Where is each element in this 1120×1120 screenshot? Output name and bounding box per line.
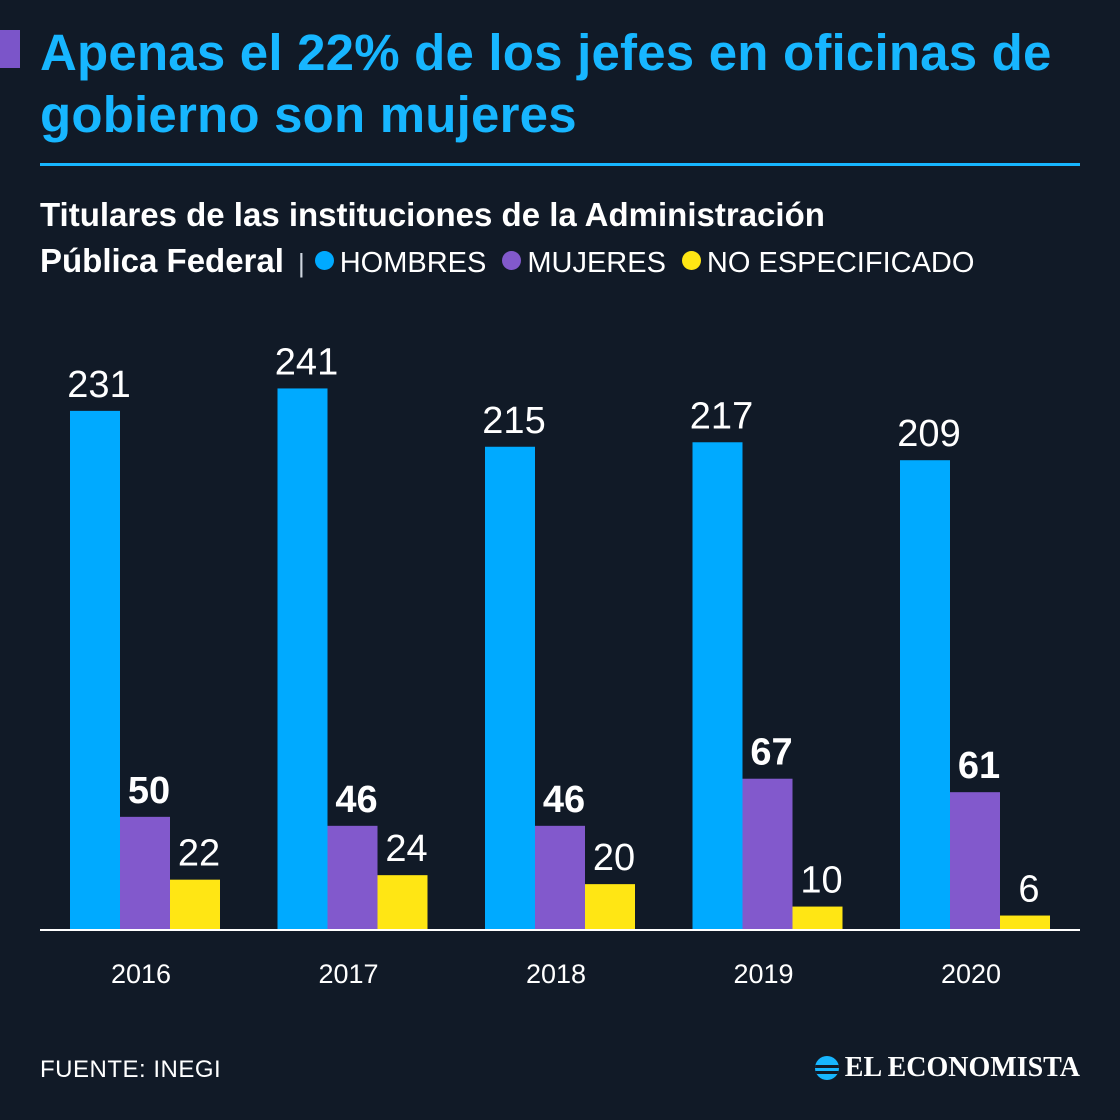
data-label-hombres-2018: 215 (482, 400, 545, 442)
bar-mujeres-2016 (120, 816, 170, 929)
bar-no-especificado-2016 (170, 879, 220, 929)
bar-hombres-2018 (485, 446, 535, 929)
subtitle-line-2-row: Pública Federal | HOMBRES MUJERES NO ESPECIF… (40, 238, 1100, 286)
title-accent-bar (0, 30, 20, 68)
data-label-no-especificado-2016: 22 (178, 833, 220, 875)
brand-logo: EL ECONOMISTA (814, 1052, 1080, 1084)
title-divider (40, 163, 1080, 166)
x-tick-label-2018: 2018 (526, 959, 586, 989)
legend-item-no-especificado: NO ESPECIFICADO (681, 247, 975, 279)
bar-hombres-2016 (70, 410, 120, 929)
bar-no-especificado-2019 (792, 906, 843, 929)
data-label-mujeres-2020: 61 (958, 745, 1000, 787)
brand-name: EL ECONOMISTA (844, 1052, 1080, 1083)
legend-item-hombres: HOMBRES (314, 247, 487, 279)
legend-dot-no-especificado-icon (681, 251, 701, 270)
source-note: FUENTE: INEGI (40, 1056, 222, 1083)
bar-mujeres-2017 (327, 825, 378, 929)
bar-mujeres-2018 (535, 825, 585, 929)
subtitle-separator: | (297, 248, 305, 278)
bar-mujeres-2019 (742, 778, 793, 929)
data-label-hombres-2017: 241 (275, 341, 338, 383)
x-tick-label-2017: 2017 (318, 959, 378, 989)
legend-label-mujeres: MUJERES (527, 247, 666, 279)
data-label-mujeres-2018: 46 (543, 779, 585, 821)
data-label-hombres-2020: 209 (897, 413, 960, 455)
bar-hombres-2019 (692, 442, 743, 929)
subtitle-line-1: Titulares de las instituciones de la Adm… (40, 196, 825, 233)
globe-icon (814, 1056, 839, 1080)
data-label-mujeres-2017: 46 (335, 779, 377, 821)
data-label-no-especificado-2020: 6 (1018, 869, 1039, 911)
bar-chart: 2315022201624146242017215462020182176710… (40, 341, 1080, 989)
bar-no-especificado-2018 (585, 884, 635, 929)
legend-dot-mujeres-icon (502, 251, 522, 270)
data-label-mujeres-2019: 67 (750, 732, 792, 774)
data-label-hombres-2016: 231 (67, 364, 130, 406)
bar-mujeres-2020 (950, 792, 1000, 929)
data-label-mujeres-2016: 50 (128, 770, 170, 812)
bar-no-especificado-2017 (377, 875, 428, 929)
legend-label-hombres: HOMBRES (339, 247, 487, 279)
legend-label-no-especificado: NO ESPECIFICADO (706, 247, 975, 279)
x-tick-label-2016: 2016 (111, 959, 171, 989)
subtitle-line-2: Pública Federal (40, 242, 284, 279)
data-label-no-especificado-2017: 24 (385, 828, 427, 870)
x-tick-label-2019: 2019 (733, 959, 793, 989)
data-label-no-especificado-2018: 20 (593, 837, 635, 879)
bar-hombres-2020 (900, 460, 950, 929)
data-label-hombres-2019: 217 (690, 395, 753, 437)
bar-hombres-2017 (277, 388, 328, 929)
legend-dot-hombres-icon (314, 251, 334, 270)
x-tick-label-2020: 2020 (941, 959, 1001, 989)
chart-subtitle: Titulares de las instituciones de la Adm… (40, 192, 1100, 286)
bar-no-especificado-2020 (1000, 915, 1050, 929)
legend-item-mujeres: MUJERES (502, 247, 666, 279)
page-title: Apenas el 22% de los jefes en oficinas d… (40, 24, 1052, 143)
data-label-no-especificado-2019: 10 (800, 860, 842, 902)
